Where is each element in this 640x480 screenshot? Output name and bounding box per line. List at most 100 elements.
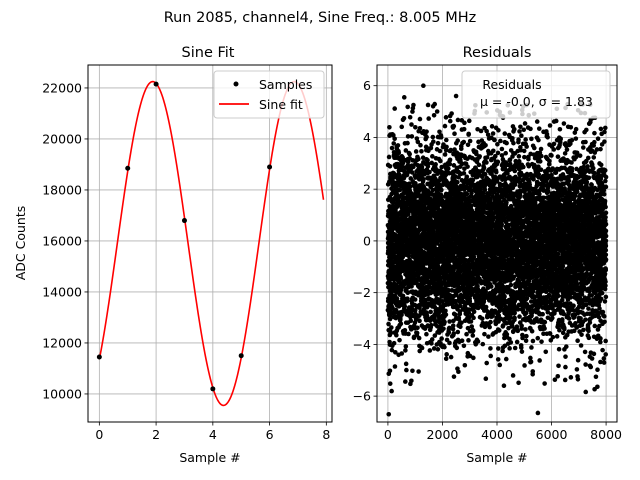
residual-point [417, 125, 423, 131]
residual-point [462, 120, 467, 126]
residual-point [454, 345, 460, 351]
residual-point [512, 315, 517, 321]
residual-point [481, 165, 487, 171]
residual-point [466, 131, 471, 137]
residual-point [391, 340, 397, 346]
residual-point [433, 162, 438, 167]
sample-point [125, 165, 131, 171]
residual-point [415, 163, 421, 168]
residual-point [461, 139, 467, 145]
residual-point [455, 138, 461, 143]
sine-fit-x-tick-label: 6 [266, 427, 274, 442]
residual-point [403, 379, 408, 384]
residual-point [516, 137, 521, 142]
residual-point [484, 360, 490, 366]
residual-point [392, 106, 398, 111]
residual-point [395, 143, 401, 148]
residual-point [397, 337, 402, 343]
residual-point [443, 115, 449, 120]
residual-point [389, 347, 395, 353]
residuals-series [385, 83, 609, 417]
residual-point [404, 367, 409, 373]
residual-point [411, 102, 416, 108]
residual-point [449, 111, 454, 116]
residual-point [459, 338, 465, 344]
residual-point [391, 171, 397, 176]
residual-point [403, 348, 408, 353]
sample-point [153, 81, 159, 87]
residual-point [471, 315, 476, 321]
sine-fit-y-tick-label: 16000 [42, 233, 82, 248]
residual-point [387, 381, 393, 386]
sample-point [181, 218, 187, 224]
residual-point [439, 187, 444, 193]
residual-point [405, 159, 411, 165]
residual-point [465, 164, 470, 169]
residual-point [396, 150, 402, 156]
sine-fit-y-tick-label: 14000 [42, 284, 82, 299]
residual-point [405, 296, 410, 301]
residual-point [444, 144, 449, 150]
residual-point [512, 168, 518, 174]
residual-point [466, 118, 472, 124]
residual-point [510, 373, 516, 378]
residual-point [496, 328, 502, 333]
residual-point [438, 135, 444, 140]
residual-point [386, 154, 392, 160]
residual-point [439, 336, 444, 341]
residual-point [397, 187, 403, 193]
residual-point [409, 134, 415, 139]
residual-point [514, 339, 520, 345]
residual-point [408, 318, 414, 324]
residual-point [442, 344, 447, 350]
residual-point [507, 346, 512, 351]
sine-fit-plot-area [88, 65, 332, 422]
residual-point [477, 154, 482, 159]
residual-point [416, 335, 422, 341]
residual-point [451, 123, 457, 129]
residual-point [517, 192, 523, 198]
sine-fit-legend-box [213, 70, 325, 119]
residual-point [405, 211, 411, 217]
residual-point [452, 131, 457, 136]
residual-point [392, 364, 398, 369]
residual-point [450, 323, 456, 328]
residual-point [415, 139, 421, 145]
residual-point [388, 330, 393, 336]
residual-point [389, 325, 394, 330]
residual-point [455, 329, 461, 335]
residual-point [426, 116, 432, 121]
sine-fit-x-axis-label: Sample # [179, 450, 240, 465]
residual-point [409, 284, 414, 289]
residual-point [461, 343, 467, 349]
residual-point [434, 109, 440, 114]
residual-point [471, 355, 476, 361]
sine-fit-x-tick-label: 4 [209, 427, 217, 442]
residual-point [496, 128, 501, 133]
legend-samples-marker [233, 81, 239, 87]
residual-point [401, 115, 407, 121]
residual-point [483, 143, 488, 148]
residual-point [444, 352, 449, 357]
residual-point [461, 126, 467, 132]
residual-point [483, 376, 489, 382]
sine-fit-x-tick-label: 8 [322, 427, 330, 442]
residual-point [412, 297, 418, 302]
residual-point [499, 222, 505, 227]
residual-point [389, 145, 395, 151]
residual-point [402, 304, 408, 309]
sine-fit-frame [87, 64, 333, 423]
residual-point [438, 158, 443, 164]
residual-point [425, 102, 431, 108]
residual-point [396, 172, 402, 178]
residual-point [431, 139, 436, 144]
residual-point [387, 316, 393, 322]
residual-point [518, 345, 524, 350]
residual-point [488, 319, 493, 325]
residual-point [475, 339, 481, 344]
residual-point [398, 321, 404, 327]
residual-point [391, 133, 396, 138]
